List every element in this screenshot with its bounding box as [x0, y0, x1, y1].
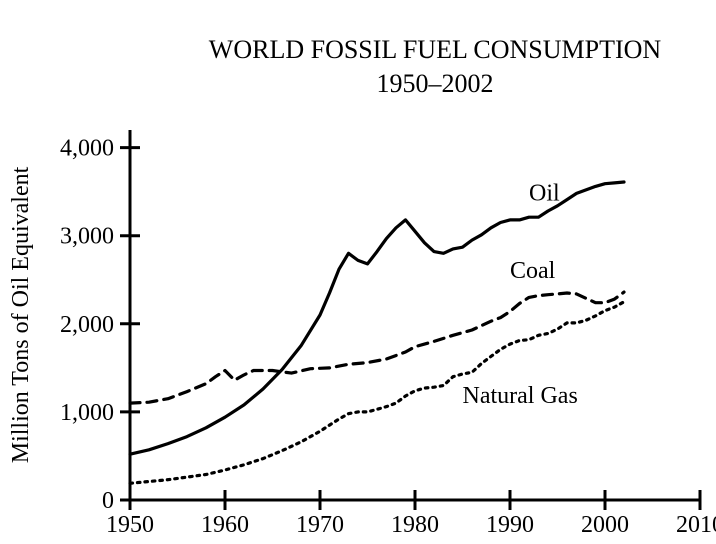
chart-title-1: WORLD FOSSIL FUEL CONSUMPTION	[209, 35, 662, 64]
chart-container: WORLD FOSSIL FUEL CONSUMPTION 1950–2002 Mi…	[0, 0, 716, 544]
x-tick-label: 2000	[581, 512, 629, 538]
chart-bg	[0, 0, 716, 544]
series-label-gas: Natural Gas	[463, 383, 578, 409]
x-tick-label: 1960	[201, 512, 249, 538]
x-tick-label: 1980	[391, 512, 439, 538]
y-tick-label: 3,000	[60, 224, 114, 250]
chart-title-2: 1950–2002	[377, 69, 494, 98]
x-tick-label: 2010	[676, 512, 716, 538]
line-chart: WORLD FOSSIL FUEL CONSUMPTION 1950–2002 Mi…	[0, 0, 716, 544]
series-label-oil: Oil	[529, 180, 560, 206]
y-tick-label: 4,000	[60, 136, 114, 162]
y-tick-label: 2,000	[60, 312, 114, 338]
x-tick-label: 1970	[296, 512, 344, 538]
x-tick-label: 1950	[106, 512, 154, 538]
x-tick-label: 1990	[486, 512, 534, 538]
y-axis-label: Million Tons of Oil Equivalent	[8, 166, 34, 463]
y-tick-label: 0	[102, 488, 114, 514]
y-tick-label: 1,000	[60, 400, 114, 426]
series-label-coal: Coal	[510, 258, 556, 284]
